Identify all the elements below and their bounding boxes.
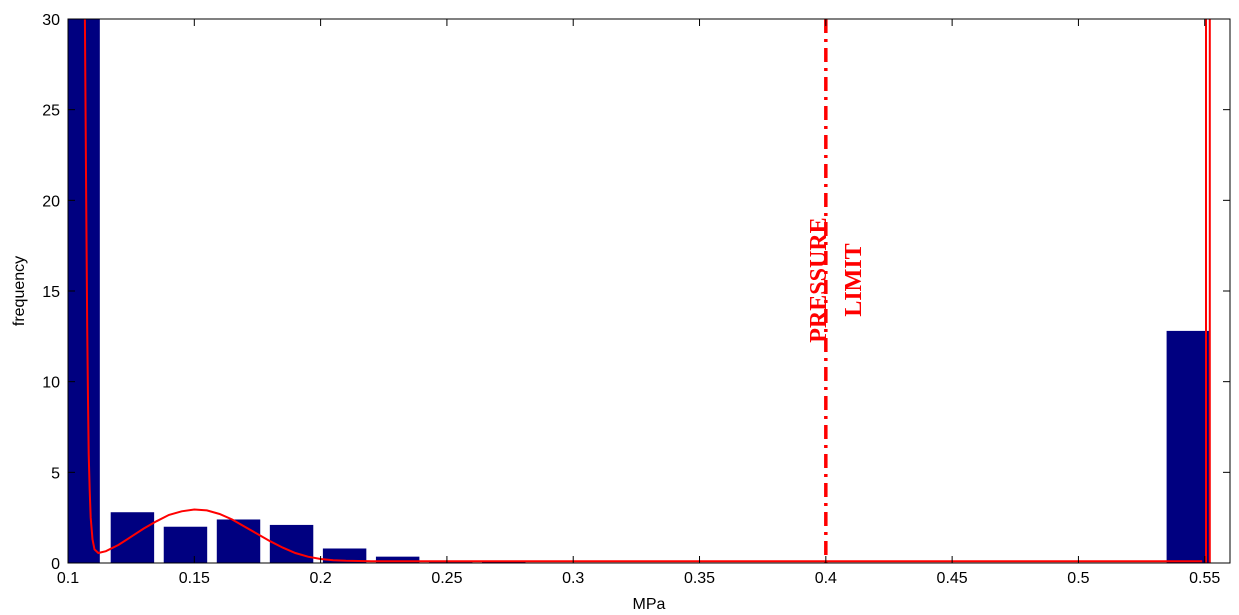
pressure-limit-label-2: LIMIT	[841, 243, 867, 316]
x-tick-label: 0.35	[684, 570, 715, 587]
x-tick-label: 0.2	[309, 570, 331, 587]
y-tick-label: 25	[42, 103, 60, 120]
bar-2	[163, 526, 208, 563]
y-tick-label: 5	[51, 465, 60, 482]
y-tick-label: 30	[42, 12, 60, 29]
pressure-limit-label-1: PRESSURE	[806, 217, 832, 342]
bar-6	[375, 556, 420, 563]
x-tick-label: 0.1	[57, 570, 79, 587]
x-tick-label: 0.5	[1067, 570, 1089, 587]
bar-3	[216, 519, 261, 563]
x-tick-label: 0.3	[562, 570, 584, 587]
x-axis-label: MPa	[633, 596, 666, 613]
x-tick-label: 0.45	[937, 570, 968, 587]
bar-9	[1166, 330, 1211, 563]
y-tick-label: 10	[42, 375, 60, 392]
y-tick-label: 0	[51, 556, 60, 573]
pressure-limit-group: PRESSURE LIMIT	[806, 19, 867, 563]
y-tick-label: 20	[42, 193, 60, 210]
fit-curve	[83, 19, 1203, 563]
x-tick-label: 0.25	[431, 570, 462, 587]
x-tick-label: 0.15	[179, 570, 210, 587]
plot-area	[68, 19, 1230, 563]
y-tick-label: 15	[42, 284, 60, 301]
plot-background	[68, 19, 1230, 563]
y-ticks-group: 0 5 10 15 20 25 30	[42, 12, 1230, 573]
bar-1	[110, 512, 155, 563]
fit-curve-group	[83, 19, 1211, 563]
x-tick-label: 0.55	[1189, 570, 1220, 587]
bar-0	[68, 19, 100, 563]
y-axis-label: frequency	[11, 256, 28, 326]
x-ticks-group: 0.1 0.15 0.2 0.25 0.3 0.35 0.4 0.45 0.5 0.55	[57, 19, 1220, 587]
x-tick-label: 0.4	[815, 570, 837, 587]
